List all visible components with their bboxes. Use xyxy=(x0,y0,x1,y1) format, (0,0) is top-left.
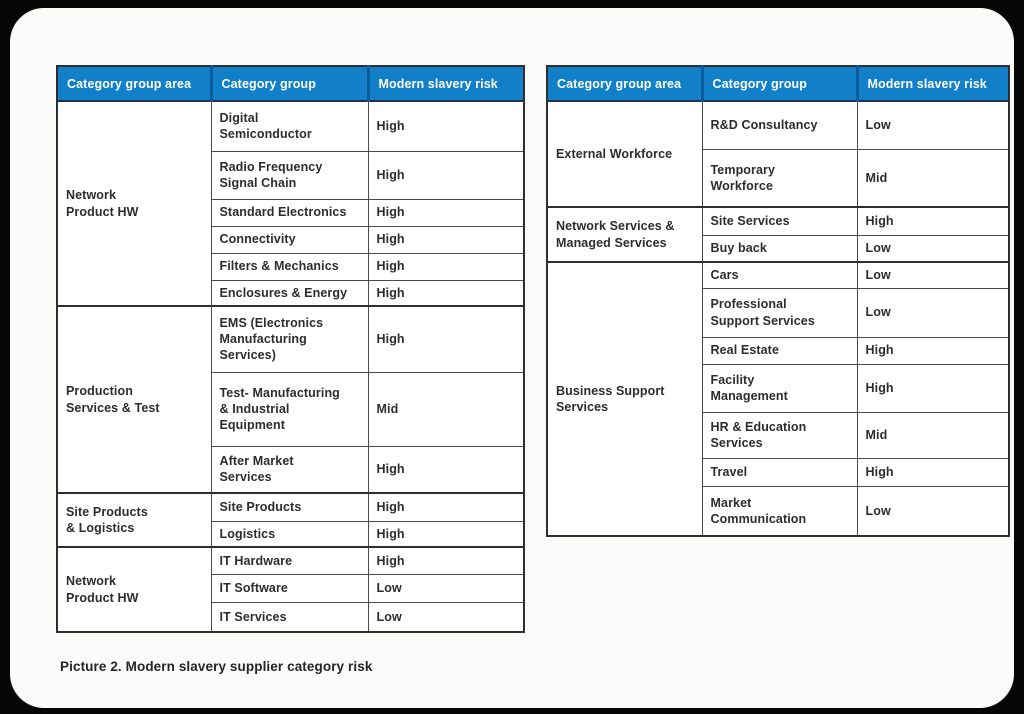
risk-level-cell: High xyxy=(856,206,1010,236)
table-row: Real Estate High xyxy=(547,336,1010,365)
table-row: Connectivity High xyxy=(57,225,525,254)
column-header-group: Category group xyxy=(209,66,368,102)
table-row: Business Support Services Cars Low xyxy=(546,261,1010,537)
risk-level-cell: Mid xyxy=(367,371,525,447)
column-header-risk: Modern slavery risk xyxy=(366,66,524,102)
category-group-cell: Travel xyxy=(701,457,858,487)
table-row: Production Services & Test EMS (Electron… xyxy=(56,305,525,494)
category-group-cell: Radio Frequency Signal Chain xyxy=(210,150,369,200)
risk-level-cell: Low xyxy=(367,573,525,603)
risk-level-cell: Low xyxy=(856,287,1010,338)
risk-level-cell: High xyxy=(367,520,525,548)
category-group-cell: EMS (Electronics Manufacturing Services) xyxy=(210,305,369,373)
column-header-group: Category group xyxy=(700,66,857,102)
risk-level-cell: Low xyxy=(856,485,1010,537)
category-group-cell: Test- Manufacturing & Industrial Equipme… xyxy=(210,371,369,447)
category-group-cell: Filters & Mechanics xyxy=(210,252,369,281)
risk-level-cell: High xyxy=(367,100,525,152)
risk-level-cell: High xyxy=(856,363,1010,413)
risk-level-cell: Low xyxy=(856,100,1010,150)
category-group-area-cell: External Workforce xyxy=(546,100,703,208)
risk-level-cell: High xyxy=(856,457,1010,487)
risk-level-cell: High xyxy=(367,305,525,373)
table-row: Network Services & Managed Services Site… xyxy=(546,206,1010,263)
category-group-cell: Standard Electronics xyxy=(210,198,369,227)
risk-level-cell: High xyxy=(367,150,525,200)
category-group-cell: Cars xyxy=(701,261,858,289)
category-group-cell: Enclosures & Energy xyxy=(210,279,369,307)
category-group-area-cell: Network Services & Managed Services xyxy=(546,206,703,263)
supplier-risk-table-left: Category group area Category group Moder… xyxy=(56,65,525,633)
risk-level-cell: High xyxy=(367,225,525,254)
category-group-area-cell: Business Support Services xyxy=(546,261,703,537)
category-group-cell: Site Services xyxy=(701,206,858,236)
table-row: Network Product HW IT Hardware High xyxy=(56,546,525,633)
supplier-risk-table-right: Category group area Category group Moder… xyxy=(546,65,1010,537)
table-row: Site Products & Logistics Site Products … xyxy=(56,492,525,548)
table-row: Network Product HW Digital Semiconductor… xyxy=(56,100,525,307)
risk-level-cell: Low xyxy=(367,601,525,633)
risk-level-cell: Mid xyxy=(856,411,1010,459)
category-group-cell: Real Estate xyxy=(701,336,858,365)
risk-level-cell: High xyxy=(367,198,525,227)
risk-level-cell: High xyxy=(856,336,1010,365)
risk-level-cell: High xyxy=(367,546,525,575)
category-group-cell: Digital Semiconductor xyxy=(210,100,369,152)
table-row: Logistics High xyxy=(57,520,525,548)
risk-level-cell: High xyxy=(367,445,525,494)
table-row: Radio Frequency Signal Chain High xyxy=(57,150,525,200)
category-group-cell: IT Software xyxy=(210,573,369,603)
category-group-cell: Facility Management xyxy=(701,363,858,413)
risk-level-cell: Low xyxy=(856,261,1010,289)
category-group-cell: Site Products xyxy=(210,492,369,522)
risk-level-cell: High xyxy=(367,252,525,281)
category-group-cell: Connectivity xyxy=(210,225,369,254)
table-row: Market Communication Low xyxy=(547,485,1010,537)
category-group-cell: R&D Consultancy xyxy=(701,100,858,150)
table-row: Standard Electronics High xyxy=(57,198,525,227)
category-group-cell: Market Communication xyxy=(701,485,858,537)
category-group-cell: IT Hardware xyxy=(210,546,369,575)
category-group-cell: Buy back xyxy=(701,234,858,263)
table-row: IT Services Low xyxy=(57,601,525,633)
risk-level-cell: High xyxy=(367,279,525,307)
table-row: After Market Services High xyxy=(57,445,525,494)
category-group-area-cell: Network Product HW xyxy=(56,546,212,633)
table-row: Test- Manufacturing & Industrial Equipme… xyxy=(57,371,525,447)
risk-level-cell: High xyxy=(367,492,525,522)
column-header-risk: Modern slavery risk xyxy=(855,66,1009,102)
category-group-cell: IT Services xyxy=(210,601,369,633)
category-group-cell: HR & Education Services xyxy=(701,411,858,459)
page-card: Category group area Category group Moder… xyxy=(10,8,1014,708)
category-group-area-cell: Network Product HW xyxy=(56,100,212,307)
category-group-area-cell: Site Products & Logistics xyxy=(56,492,212,548)
risk-level-cell: Low xyxy=(856,234,1010,263)
category-group-cell: After Market Services xyxy=(210,445,369,494)
figure-caption: Picture 2. Modern slavery supplier categ… xyxy=(60,659,373,674)
risk-level-cell: Mid xyxy=(856,148,1010,208)
category-group-area-cell: Production Services & Test xyxy=(56,305,212,494)
header-row: Category group area Category group Moder… xyxy=(547,66,1009,102)
table-row: Filters & Mechanics High xyxy=(57,252,525,281)
header-row: Category group area Category group Moder… xyxy=(57,66,524,102)
table-row: External Workforce R&D Consultancy Low xyxy=(546,100,1010,208)
column-header-area: Category group area xyxy=(547,66,702,102)
table-row: Enclosures & Energy High xyxy=(57,279,525,307)
category-group-cell: Professional Support Services xyxy=(701,287,858,338)
column-header-area: Category group area xyxy=(57,66,211,102)
category-group-cell: Logistics xyxy=(210,520,369,548)
category-group-cell: Temporary Workforce xyxy=(701,148,858,208)
